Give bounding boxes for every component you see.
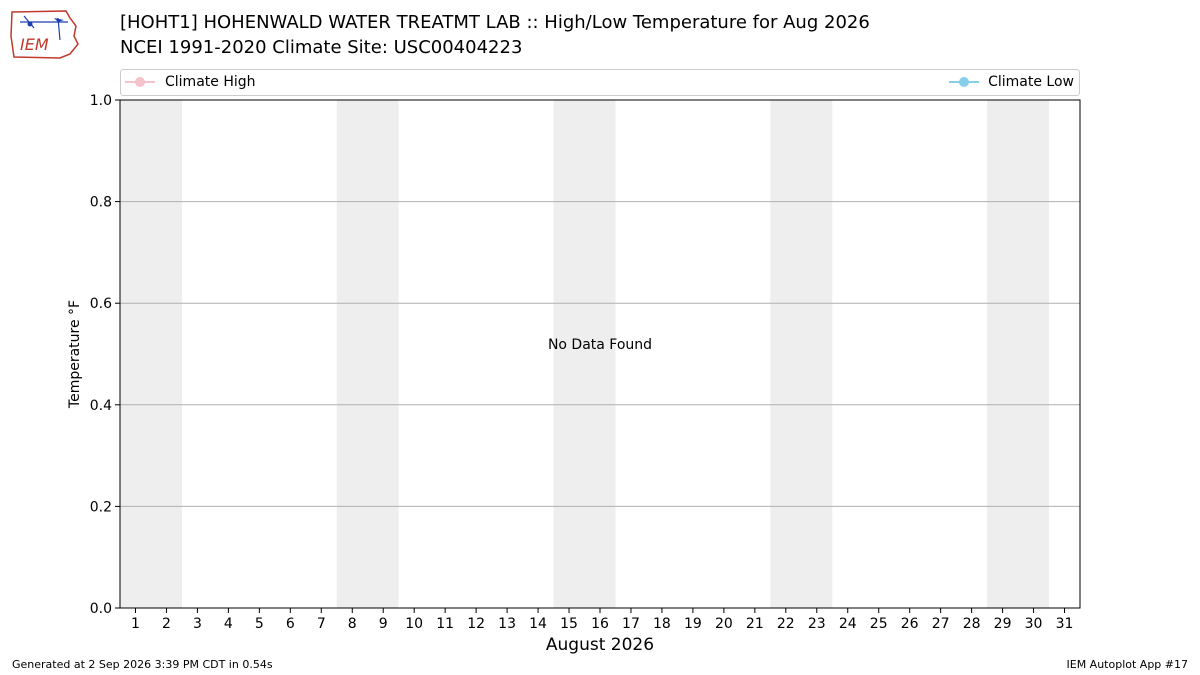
x-tick-label-27: 28	[963, 616, 981, 632]
x-tick-label-4: 5	[255, 616, 264, 632]
x-tick-label-6: 7	[317, 616, 326, 632]
x-tick-label-3: 4	[224, 616, 233, 632]
x-tick-label-23: 24	[839, 616, 857, 632]
x-tick-label-13: 14	[529, 616, 547, 632]
grid-lines	[120, 201, 1080, 507]
x-tick-label-7: 8	[348, 616, 357, 632]
weekend-shading	[120, 100, 1050, 608]
y-tick-label-3: 0.6	[90, 296, 112, 312]
x-tick-label-0: 1	[131, 616, 140, 632]
chart-legend: Climate High Climate Low	[120, 69, 1080, 96]
x-tick-label-19: 20	[715, 616, 733, 632]
x-tick-label-17: 18	[653, 616, 671, 632]
x-tick-label-16: 17	[622, 616, 640, 632]
x-tick-label-1: 2	[162, 616, 171, 632]
y-tick-label-1: 0.2	[90, 499, 112, 515]
x-tick-label-30: 31	[1056, 616, 1074, 632]
legend-low-marker	[959, 77, 969, 87]
x-axis-label: August 2026	[546, 635, 654, 655]
iem-logo-text: IEM	[20, 35, 49, 54]
y-tick-label-0: 0.0	[90, 601, 112, 617]
app-credit: IEM Autoplot App #17	[1066, 658, 1189, 671]
weekend-band-0	[120, 100, 182, 608]
x-tick-label-29: 30	[1025, 616, 1043, 632]
weekend-band-3	[770, 100, 833, 608]
x-tick-label-10: 11	[436, 616, 454, 632]
x-tick-label-12: 13	[498, 616, 516, 632]
x-tick-label-11: 12	[467, 616, 485, 632]
x-tick-label-21: 22	[777, 616, 795, 632]
x-tick-label-24: 25	[870, 616, 888, 632]
x-tick-label-28: 29	[994, 616, 1012, 632]
legend-low-label: Climate Low	[988, 74, 1074, 90]
x-tick-label-26: 27	[932, 616, 950, 632]
x-tick-label-8: 9	[379, 616, 388, 632]
weekend-band-2	[553, 100, 616, 608]
weekend-band-1	[336, 100, 399, 608]
x-axis-ticks: 1 2 3 4 5 6 7 8 9 10 11 12 13 14 15 16 17 18 19 20 21 22 23 24 2…	[131, 608, 1073, 632]
plot-frame	[119, 99, 1081, 609]
iem-logo: IEM	[10, 10, 79, 59]
legend-high-marker	[135, 77, 145, 87]
no-data-annotation: No Data Found	[548, 337, 652, 353]
x-tick-label-14: 15	[560, 616, 578, 632]
legend-high-label: Climate High	[165, 74, 256, 90]
y-tick-label-5: 1.0	[90, 93, 112, 109]
x-tick-label-5: 6	[286, 616, 295, 632]
x-tick-label-18: 19	[684, 616, 702, 632]
weekend-band-4	[987, 100, 1050, 608]
y-axis-label: Temperature °F	[67, 300, 83, 409]
generated-timestamp: Generated at 2 Sep 2026 3:39 PM CDT in 0…	[12, 658, 273, 671]
x-tick-label-15: 16	[591, 616, 609, 632]
x-tick-label-22: 23	[808, 616, 826, 632]
y-tick-label-4: 0.8	[90, 195, 112, 211]
x-tick-label-9: 10	[405, 616, 423, 632]
chart-subtitle: NCEI 1991-2020 Climate Site: USC00404223	[120, 37, 523, 58]
y-tick-label-2: 0.4	[90, 398, 112, 414]
x-tick-label-20: 21	[746, 616, 764, 632]
chart-title: [HOHT1] HOHENWALD WATER TREATMT LAB :: H…	[120, 12, 870, 33]
x-tick-label-2: 3	[193, 616, 202, 632]
x-tick-label-25: 26	[901, 616, 919, 632]
y-axis-ticks: 0.0 0.2 0.4 0.6 0.8 1.0	[90, 93, 120, 617]
